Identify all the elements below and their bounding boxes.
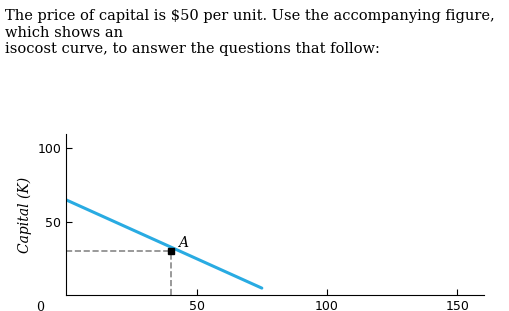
Text: A: A (178, 236, 188, 250)
Text: The price of capital is $50 per unit. Use the accompanying figure, which shows a: The price of capital is $50 per unit. Us… (5, 9, 495, 56)
Text: 0: 0 (36, 301, 44, 311)
Y-axis label: Capital (K): Capital (K) (17, 177, 32, 253)
